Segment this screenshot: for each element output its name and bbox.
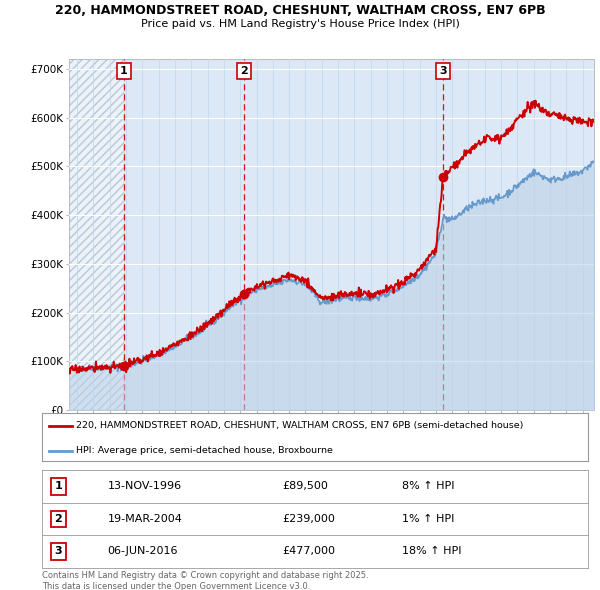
Text: 13-NOV-1996: 13-NOV-1996: [107, 481, 182, 491]
Text: 06-JUN-2016: 06-JUN-2016: [107, 546, 178, 556]
Text: 2: 2: [240, 66, 248, 76]
Text: 19-MAR-2004: 19-MAR-2004: [107, 514, 182, 524]
Text: 3: 3: [439, 66, 447, 76]
Text: 220, HAMMONDSTREET ROAD, CHESHUNT, WALTHAM CROSS, EN7 6PB (semi-detached house): 220, HAMMONDSTREET ROAD, CHESHUNT, WALTH…: [76, 421, 523, 430]
Text: 3: 3: [55, 546, 62, 556]
Text: 1: 1: [55, 481, 62, 491]
Text: £89,500: £89,500: [282, 481, 328, 491]
Text: Contains HM Land Registry data © Crown copyright and database right 2025.
This d: Contains HM Land Registry data © Crown c…: [42, 571, 368, 590]
Text: 18% ↑ HPI: 18% ↑ HPI: [403, 546, 462, 556]
Text: 220, HAMMONDSTREET ROAD, CHESHUNT, WALTHAM CROSS, EN7 6PB: 220, HAMMONDSTREET ROAD, CHESHUNT, WALTH…: [55, 4, 545, 17]
Text: 2: 2: [55, 514, 62, 524]
Bar: [69, 59, 124, 410]
Bar: [69, 59, 124, 410]
Text: 1% ↑ HPI: 1% ↑ HPI: [403, 514, 455, 524]
Text: 8% ↑ HPI: 8% ↑ HPI: [403, 481, 455, 491]
Text: £239,000: £239,000: [282, 514, 335, 524]
Text: Price paid vs. HM Land Registry's House Price Index (HPI): Price paid vs. HM Land Registry's House …: [140, 19, 460, 29]
Text: 1: 1: [120, 66, 128, 76]
Text: HPI: Average price, semi-detached house, Broxbourne: HPI: Average price, semi-detached house,…: [76, 446, 333, 455]
Text: £477,000: £477,000: [282, 546, 335, 556]
